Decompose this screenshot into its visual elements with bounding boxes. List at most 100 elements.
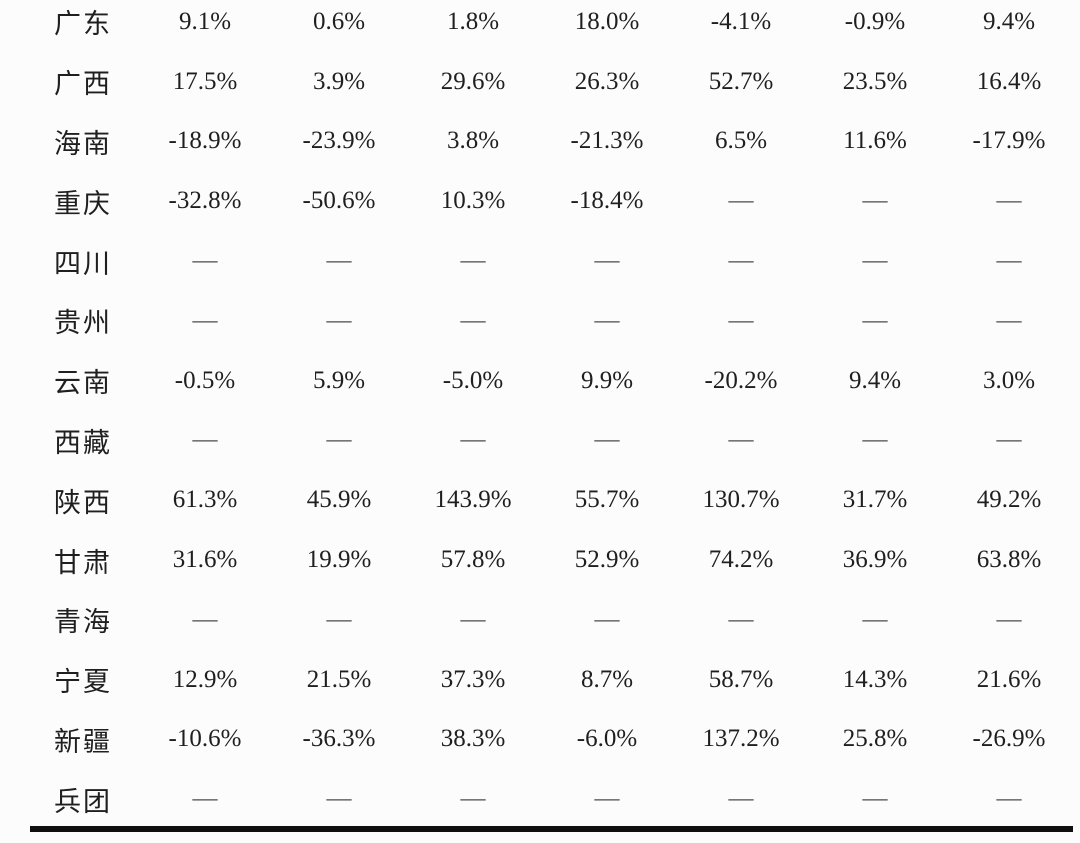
value-cell: 8.7% <box>580 665 634 693</box>
value-cell: 36.9% <box>842 546 908 574</box>
value-cell: 21.5% <box>306 665 372 693</box>
value-cell: 37.3% <box>440 665 506 693</box>
value-cell: 74.2% <box>708 546 774 574</box>
value-cell: 12.9% <box>172 665 238 693</box>
missing-value-dash: — <box>192 426 218 454</box>
value-cell: 9.1% <box>178 7 232 35</box>
value-cell: 5.9% <box>312 366 366 394</box>
value-cell: 16.4% <box>976 67 1042 95</box>
province-name: 陕西 <box>54 487 112 518</box>
table-row: 广东 9.1% 0.6% 1.8% 18.0% -4.1% -0.9% 9.4% <box>0 0 1076 52</box>
missing-value-dash: — <box>594 247 620 275</box>
value-cell: 63.8% <box>976 546 1042 574</box>
province-name: 新疆 <box>54 726 112 757</box>
value-cell: -6.0% <box>576 725 638 753</box>
value-cell: 137.2% <box>702 725 780 753</box>
missing-value-dash: — <box>594 306 620 334</box>
missing-value-dash: — <box>326 306 352 334</box>
table-row: 贵州 — — — — — — — <box>0 291 1076 351</box>
value-cell: -36.3% <box>302 725 376 753</box>
value-cell: 17.5% <box>172 67 238 95</box>
value-cell: 21.6% <box>976 665 1042 693</box>
value-cell: 26.3% <box>574 67 640 95</box>
value-cell: 18.0% <box>574 7 640 35</box>
missing-value-dash: — <box>996 426 1022 454</box>
value-cell: -18.9% <box>168 127 242 155</box>
province-name: 四川 <box>54 248 112 279</box>
table-row: 陕西 61.3% 45.9% 143.9% 55.7% 130.7% 31.7% 49.2% <box>0 470 1076 530</box>
province-name: 兵团 <box>54 786 112 817</box>
missing-value-dash: — <box>460 426 486 454</box>
missing-value-dash: — <box>460 306 486 334</box>
missing-value-dash: — <box>996 306 1022 334</box>
value-cell: 38.3% <box>440 725 506 753</box>
value-cell: 130.7% <box>702 486 780 514</box>
missing-value-dash: — <box>996 785 1022 813</box>
province-name: 贵州 <box>54 308 112 339</box>
province-name: 青海 <box>54 607 112 638</box>
missing-value-dash: — <box>326 426 352 454</box>
table-bottom-rule <box>30 826 1073 832</box>
table-row: 海南 -18.9% -23.9% 3.8% -21.3% 6.5% 11.6% -17.9% <box>0 112 1076 172</box>
missing-value-dash: — <box>460 785 486 813</box>
missing-value-dash: — <box>460 605 486 633</box>
value-cell: 52.9% <box>574 546 640 574</box>
table-row: 兵团 — — — — — — — <box>0 769 1076 829</box>
missing-value-dash: — <box>192 785 218 813</box>
value-cell: -23.9% <box>302 127 376 155</box>
value-cell: -50.6% <box>302 187 376 215</box>
missing-value-dash: — <box>728 785 754 813</box>
province-name: 海南 <box>54 128 112 159</box>
table-row: 青海 — — — — — — — <box>0 590 1076 650</box>
value-cell: 3.9% <box>312 67 366 95</box>
table-row: 广西 17.5% 3.9% 29.6% 26.3% 52.7% 23.5% 16.4% <box>0 52 1076 112</box>
value-cell: 9.4% <box>848 366 902 394</box>
table-row: 新疆 -10.6% -36.3% 38.3% -6.0% 137.2% 25.8% -26.9… <box>0 710 1076 770</box>
value-cell: -20.2% <box>704 366 778 394</box>
missing-value-dash: — <box>728 426 754 454</box>
missing-value-dash: — <box>862 785 888 813</box>
value-cell: 31.7% <box>842 486 908 514</box>
value-cell: 52.7% <box>708 67 774 95</box>
value-cell: 61.3% <box>172 486 238 514</box>
missing-value-dash: — <box>728 247 754 275</box>
missing-value-dash: — <box>192 605 218 633</box>
missing-value-dash: — <box>862 426 888 454</box>
value-cell: 45.9% <box>306 486 372 514</box>
value-cell: 55.7% <box>574 486 640 514</box>
value-cell: 25.8% <box>842 725 908 753</box>
missing-value-dash: — <box>326 785 352 813</box>
value-cell: 29.6% <box>440 67 506 95</box>
value-cell: 31.6% <box>172 546 238 574</box>
missing-value-dash: — <box>594 785 620 813</box>
value-cell: 3.0% <box>982 366 1036 394</box>
value-cell: -21.3% <box>570 127 644 155</box>
missing-value-dash: — <box>728 605 754 633</box>
province-name: 广东 <box>54 9 112 40</box>
table-row: 甘肃 31.6% 19.9% 57.8% 52.9% 74.2% 36.9% 63.8% <box>0 530 1076 590</box>
value-cell: 19.9% <box>306 546 372 574</box>
value-cell: 49.2% <box>976 486 1042 514</box>
value-cell: -10.6% <box>168 725 242 753</box>
value-cell: -5.0% <box>442 366 504 394</box>
value-cell: 143.9% <box>434 486 512 514</box>
value-cell: 3.8% <box>446 127 500 155</box>
value-cell: 14.3% <box>842 665 908 693</box>
missing-value-dash: — <box>996 247 1022 275</box>
table-row: 宁夏 12.9% 21.5% 37.3% 8.7% 58.7% 14.3% 21.6% <box>0 650 1076 710</box>
missing-value-dash: — <box>326 605 352 633</box>
province-name: 云南 <box>54 368 112 399</box>
missing-value-dash: — <box>192 247 218 275</box>
missing-value-dash: — <box>192 306 218 334</box>
value-cell: -32.8% <box>168 187 242 215</box>
value-cell: 11.6% <box>843 127 907 155</box>
province-name: 广西 <box>54 69 112 100</box>
value-cell: 9.4% <box>982 7 1036 35</box>
value-cell: 6.5% <box>714 127 768 155</box>
province-name: 西藏 <box>54 427 112 458</box>
value-cell: 9.9% <box>580 366 634 394</box>
value-cell: 58.7% <box>708 665 774 693</box>
province-name: 宁夏 <box>54 667 112 698</box>
missing-value-dash: — <box>862 306 888 334</box>
